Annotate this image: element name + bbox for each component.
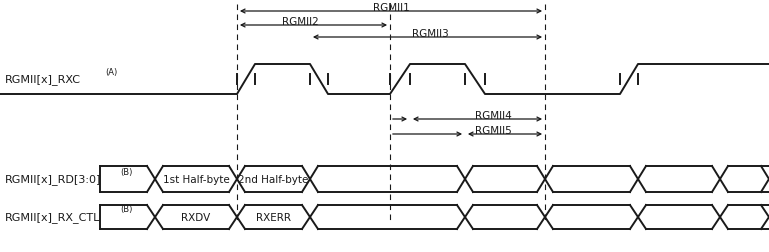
Text: RGMII2: RGMII2 (281, 17, 318, 27)
Text: (A): (A) (105, 67, 117, 76)
Text: RGMII1: RGMII1 (373, 3, 409, 13)
Text: RGMII5: RGMII5 (475, 125, 511, 136)
Text: (B): (B) (120, 205, 132, 214)
Text: 2nd Half-byte: 2nd Half-byte (238, 174, 308, 184)
Text: RGMII[x]_RD[3:0]: RGMII[x]_RD[3:0] (5, 174, 102, 185)
Text: RGMII[x]_RXC: RGMII[x]_RXC (5, 74, 81, 85)
Text: RXDV: RXDV (181, 212, 211, 222)
Text: RGMII4: RGMII4 (475, 111, 511, 120)
Text: (B): (B) (120, 167, 132, 176)
Text: 1st Half-byte: 1st Half-byte (162, 174, 229, 184)
Text: RGMII3: RGMII3 (411, 29, 448, 39)
Text: RXERR: RXERR (256, 212, 291, 222)
Text: RGMII[x]_RX_CTL: RGMII[x]_RX_CTL (5, 212, 101, 223)
